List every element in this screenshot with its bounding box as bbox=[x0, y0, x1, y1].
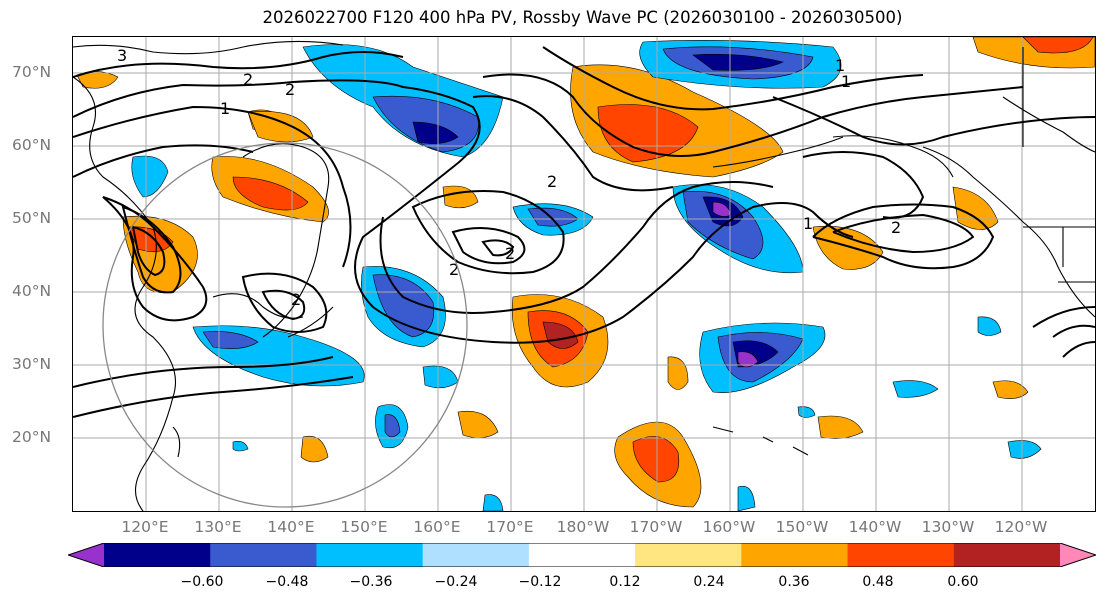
graticule bbox=[73, 37, 1095, 511]
lon-label-120e: 120°E bbox=[121, 518, 169, 536]
domain-circle bbox=[102, 142, 468, 508]
anomaly-negative bbox=[892, 380, 939, 398]
colorbar-segment bbox=[210, 543, 317, 567]
colorbar-segments bbox=[68, 543, 1096, 567]
lat-label-50: 50°N bbox=[12, 209, 52, 227]
anomaly-positive bbox=[992, 380, 1029, 399]
contour-label: 2 bbox=[891, 218, 901, 237]
colorbar-tick: 0.36 bbox=[778, 574, 810, 590]
anomaly-positive bbox=[232, 176, 309, 211]
lon-label-180w: 180°W bbox=[556, 518, 610, 536]
lat-label-30: 30°N bbox=[12, 355, 52, 373]
colorbar-extend-min bbox=[68, 543, 104, 567]
anomaly-positive bbox=[597, 104, 699, 163]
colorbar-extend-max bbox=[1060, 543, 1096, 567]
contour-label: 2 bbox=[285, 80, 295, 99]
lon-label-130w: 130°W bbox=[921, 518, 975, 536]
contour-label: 1 bbox=[841, 72, 851, 91]
lon-label-150e: 150°E bbox=[340, 518, 388, 536]
map-canvas: 3 2 2 1 2 2 2 1 1 1 2 2 bbox=[73, 37, 1095, 511]
contour-label: 1 bbox=[835, 56, 845, 75]
anomaly-negative bbox=[482, 494, 504, 511]
contour-label: 3 bbox=[117, 46, 127, 65]
coastlines bbox=[73, 40, 1095, 511]
map-panel: 3 2 2 1 2 2 2 1 1 1 2 2 bbox=[72, 36, 1096, 512]
anomaly-negative bbox=[1007, 440, 1042, 459]
anomaly-negative bbox=[232, 441, 249, 452]
contour-label: 2 bbox=[291, 290, 301, 309]
contour-label: 2 bbox=[243, 70, 253, 89]
lon-label-160e: 160°E bbox=[413, 518, 461, 536]
anomaly-positive bbox=[442, 185, 479, 209]
lat-label-40: 40°N bbox=[12, 282, 52, 300]
colorbar-tick: −0.24 bbox=[434, 574, 478, 590]
anomaly-negative bbox=[384, 414, 401, 438]
colorbar-tick: −0.48 bbox=[265, 574, 309, 590]
colorbar bbox=[68, 543, 1096, 567]
colorbar-tick: 0.60 bbox=[947, 574, 979, 590]
lon-label-140w: 140°W bbox=[848, 518, 902, 536]
colorbar-tick: 0.48 bbox=[862, 574, 894, 590]
colorbar-segment bbox=[528, 543, 636, 567]
anomaly-positive bbox=[300, 435, 329, 463]
anomaly-negative bbox=[712, 201, 732, 217]
colorbar-segment bbox=[104, 543, 211, 567]
anomaly-positive bbox=[542, 321, 579, 349]
colorbar-segment bbox=[741, 543, 849, 567]
anomaly-negative bbox=[131, 155, 169, 198]
anomaly-positive bbox=[952, 186, 999, 230]
colorbar-segment bbox=[422, 543, 530, 567]
lon-label-150w: 150°W bbox=[775, 518, 829, 536]
anomaly-negative bbox=[412, 121, 459, 144]
anomaly-negative bbox=[797, 406, 816, 418]
anomaly-positive bbox=[632, 436, 680, 483]
contour-label: 2 bbox=[547, 172, 557, 191]
lat-label-60: 60°N bbox=[12, 136, 52, 154]
anomaly-positive bbox=[247, 111, 314, 143]
lat-label-70: 70°N bbox=[12, 63, 52, 81]
lon-label-170e: 170°E bbox=[486, 518, 534, 536]
anomaly-positive bbox=[667, 356, 689, 390]
anomaly-positive bbox=[817, 415, 864, 439]
map-title: 2026022700 F120 400 hPa PV, Rossby Wave … bbox=[262, 8, 903, 27]
colorbar-segment bbox=[953, 543, 1061, 567]
lon-label-160w: 160°W bbox=[702, 518, 756, 536]
anomaly-negative bbox=[202, 331, 259, 349]
lon-label-170w: 170°W bbox=[629, 518, 683, 536]
contour-label: 1 bbox=[803, 214, 813, 233]
anomaly-negative bbox=[692, 54, 784, 71]
lon-label-120w: 120°W bbox=[994, 518, 1048, 536]
lon-label-140e: 140°E bbox=[267, 518, 315, 536]
contour-label: 2 bbox=[449, 260, 459, 279]
anomaly-positive bbox=[1022, 37, 1094, 54]
pv-contours bbox=[73, 46, 1095, 418]
contour-label: 2 bbox=[505, 244, 515, 263]
contour-labels: 3 2 2 1 2 2 2 1 1 1 2 2 bbox=[117, 46, 901, 309]
colorbar-tick: −0.12 bbox=[518, 574, 562, 590]
colorbar-segment bbox=[316, 543, 424, 567]
colorbar-tick: −0.36 bbox=[349, 574, 393, 590]
contour-label: 1 bbox=[220, 99, 230, 118]
anomaly-negative bbox=[422, 365, 459, 389]
anomaly-negative bbox=[737, 485, 756, 511]
colorbar-tick: 0.12 bbox=[609, 574, 641, 590]
lon-label-130e: 130°E bbox=[194, 518, 242, 536]
lat-label-20: 20°N bbox=[12, 428, 52, 446]
anomaly-negative bbox=[977, 316, 1002, 336]
colorbar-tick: −0.60 bbox=[180, 574, 224, 590]
colorbar-tick: 0.24 bbox=[693, 574, 725, 590]
anomaly-positive bbox=[812, 226, 884, 270]
colorbar-segment bbox=[847, 543, 955, 567]
colorbar-segment bbox=[635, 543, 742, 567]
anomaly-positive bbox=[457, 410, 499, 439]
